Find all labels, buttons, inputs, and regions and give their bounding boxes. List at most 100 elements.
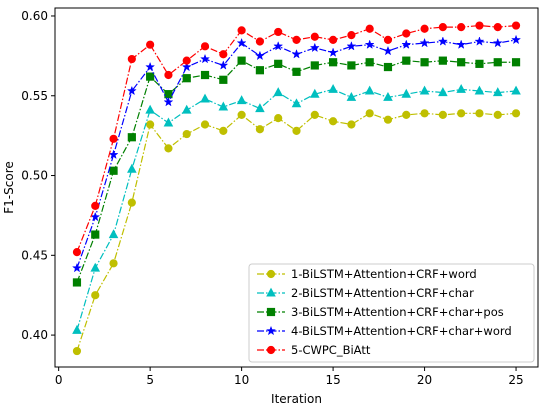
x-tick-label: 15: [325, 373, 340, 387]
legend-label: 1-BiLSTM+Attention+CRF+word: [291, 267, 477, 281]
data-point: [181, 61, 192, 72]
series-3-BiLSTM+Attention+CRF+char+pos: [72, 56, 521, 287]
data-point: [182, 56, 191, 65]
data-point: [273, 87, 284, 97]
data-point: [475, 109, 484, 118]
data-point: [109, 166, 118, 175]
y-tick-label: 0.45: [21, 248, 48, 262]
y-tick-label: 0.40: [21, 328, 48, 342]
data-point: [72, 278, 82, 287]
x-tick-label: 25: [508, 373, 523, 387]
data-point: [383, 91, 393, 101]
data-point: [346, 91, 357, 101]
data-point: [364, 85, 375, 95]
data-point: [511, 34, 522, 45]
data-point: [383, 35, 393, 45]
data-point: [91, 291, 100, 300]
data-point: [181, 104, 192, 114]
y-tick-label: 0.50: [21, 169, 48, 183]
y-axis-ticks: 0.40 0.45 0.50 0.55 0.60: [21, 9, 55, 342]
x-tick-label: 10: [234, 373, 249, 387]
data-point: [457, 58, 466, 67]
data-point: [402, 29, 411, 38]
legend: 1-BiLSTM+Attention+CRF+word 2-BiLSTM+Atte…: [248, 263, 535, 363]
data-point: [365, 58, 374, 67]
data-point: [291, 98, 302, 108]
data-point: [511, 58, 521, 67]
data-point: [127, 133, 136, 142]
data-point: [383, 62, 393, 72]
data-point: [438, 56, 447, 65]
data-point: [145, 61, 156, 72]
data-point: [511, 21, 521, 30]
data-point: [72, 346, 82, 356]
legend-label: 3-BiLSTM+Attention+CRF+char+pos: [291, 305, 504, 319]
data-point: [292, 67, 301, 76]
y-tick-label: 0.55: [21, 89, 48, 103]
data-point: [310, 110, 319, 120]
data-point: [91, 201, 100, 210]
data-point: [236, 95, 247, 105]
data-point: [146, 72, 155, 81]
data-point: [328, 58, 338, 67]
y-tick-label: 0.60: [21, 9, 48, 23]
data-point: [90, 211, 101, 222]
data-point: [402, 56, 411, 65]
legend-label: 5-CWPC_BiAtt: [291, 343, 371, 357]
data-point: [91, 230, 100, 239]
data-point: [309, 88, 320, 98]
data-point: [347, 61, 356, 70]
data-point: [456, 39, 467, 49]
data-point: [419, 37, 430, 48]
data-point: [457, 23, 466, 32]
data-point: [72, 324, 82, 334]
legend-label: 4-BiLSTM+Attention+CRF+char+word: [291, 324, 512, 338]
data-point: [274, 59, 283, 68]
data-point: [182, 74, 191, 83]
data-point: [200, 70, 210, 80]
data-point: [420, 58, 429, 67]
data-point: [219, 50, 228, 59]
data-point: [492, 37, 503, 48]
data-point: [401, 88, 412, 98]
data-point: [126, 85, 137, 96]
data-point: [419, 85, 430, 95]
data-point: [237, 26, 246, 35]
data-point: [437, 36, 448, 46]
data-point: [309, 42, 320, 53]
data-point: [457, 109, 466, 118]
data-point: [200, 53, 211, 64]
data-point: [493, 110, 502, 120]
data-point: [219, 126, 228, 135]
data-point: [274, 27, 283, 37]
legend-entry: 4-BiLSTM+Attention+CRF+char+word: [257, 324, 512, 338]
x-tick-label: 0: [55, 373, 63, 387]
data-point: [365, 109, 374, 118]
plot-frame: [54, 7, 539, 368]
data-point: [456, 83, 466, 93]
data-point: [254, 50, 265, 61]
data-point: [346, 41, 357, 51]
data-point: [145, 104, 155, 114]
data-point: [255, 125, 265, 134]
data-point: [291, 49, 302, 59]
data-point: [218, 60, 229, 70]
data-point: [200, 42, 210, 51]
data-point: [328, 35, 338, 45]
legend-marker: [266, 345, 276, 355]
data-point: [310, 61, 319, 70]
legend-marker: [266, 307, 276, 317]
data-point: [274, 113, 283, 123]
y-axis-label: F1-Score: [2, 161, 16, 213]
data-point: [492, 87, 503, 97]
data-point: [310, 32, 319, 41]
data-point: [237, 110, 246, 120]
legend-entry: 3-BiLSTM+Attention+CRF+char+pos: [257, 305, 504, 319]
legend-marker: [266, 287, 276, 297]
data-point: [474, 36, 485, 46]
data-point: [146, 120, 155, 129]
data-point: [401, 39, 412, 49]
data-point: [475, 59, 484, 68]
data-point: [438, 87, 448, 97]
